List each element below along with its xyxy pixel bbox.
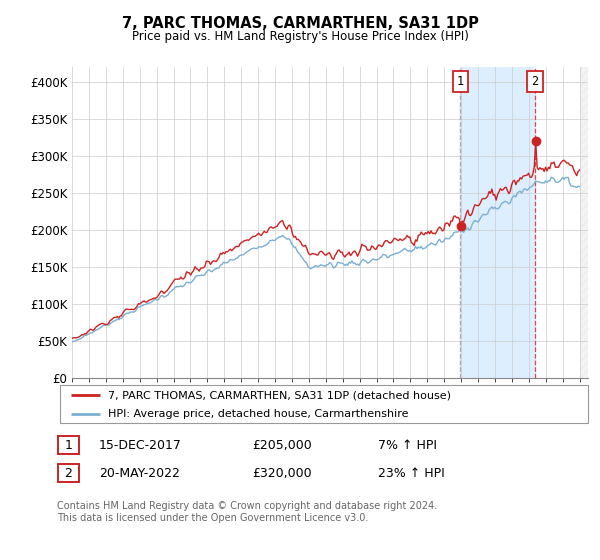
Text: 7, PARC THOMAS, CARMARTHEN, SA31 1DP (detached house): 7, PARC THOMAS, CARMARTHEN, SA31 1DP (de…: [107, 390, 451, 400]
Text: 7, PARC THOMAS, CARMARTHEN, SA31 1DP: 7, PARC THOMAS, CARMARTHEN, SA31 1DP: [122, 16, 478, 31]
FancyBboxPatch shape: [60, 385, 588, 423]
Text: £205,000: £205,000: [252, 438, 312, 452]
Text: 20-MAY-2022: 20-MAY-2022: [99, 466, 180, 480]
Text: 2: 2: [532, 74, 539, 88]
Bar: [460, 67, 535, 378]
Bar: [580, 67, 588, 378]
Text: Price paid vs. HM Land Registry's House Price Index (HPI): Price paid vs. HM Land Registry's House …: [131, 30, 469, 43]
Text: 2: 2: [64, 466, 73, 480]
FancyBboxPatch shape: [58, 436, 79, 454]
Text: 23% ↑ HPI: 23% ↑ HPI: [378, 466, 445, 480]
Text: Contains HM Land Registry data © Crown copyright and database right 2024.
This d: Contains HM Land Registry data © Crown c…: [57, 501, 437, 523]
Text: £320,000: £320,000: [252, 466, 311, 480]
Text: 1: 1: [64, 438, 73, 452]
Text: 15-DEC-2017: 15-DEC-2017: [99, 438, 182, 452]
FancyBboxPatch shape: [58, 464, 79, 482]
Text: 7% ↑ HPI: 7% ↑ HPI: [378, 438, 437, 452]
Text: 1: 1: [457, 74, 464, 88]
Text: HPI: Average price, detached house, Carmarthenshire: HPI: Average price, detached house, Carm…: [107, 409, 408, 419]
